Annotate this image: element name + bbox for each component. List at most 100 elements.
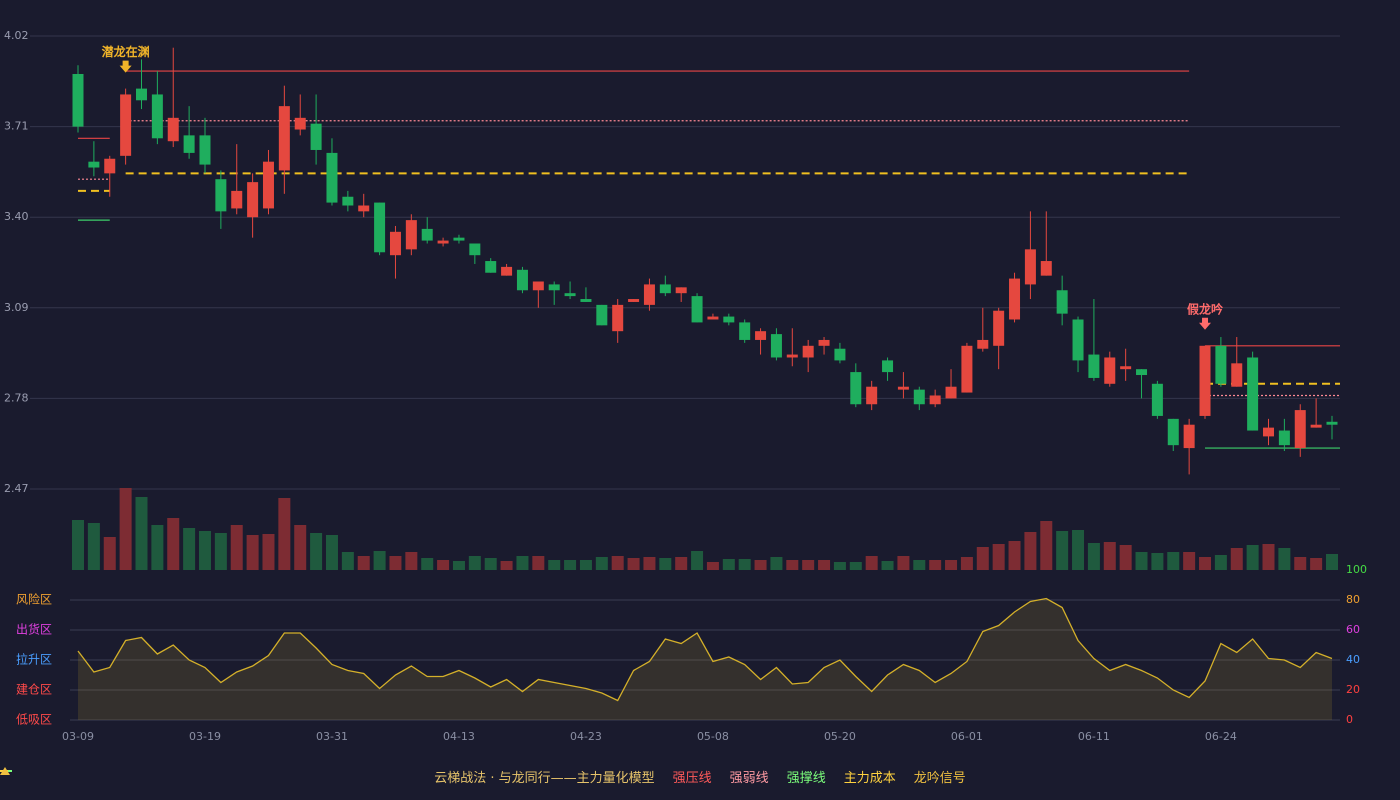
candle-body (405, 220, 417, 250)
volume-bar (1135, 552, 1148, 570)
y-tick-label: 2.47 (4, 482, 29, 495)
legend-label: 主力成本 (843, 770, 896, 786)
volume-bar (691, 551, 704, 570)
signal-arrow (119, 60, 132, 73)
candle-body (1136, 369, 1148, 376)
candle-body (1056, 290, 1068, 314)
y-tick-label: 3.40 (4, 210, 29, 223)
y-tick-label: 2.78 (4, 391, 29, 404)
candle-body (977, 339, 989, 349)
candle-body (278, 106, 290, 171)
volume-bar (706, 562, 719, 570)
volume-bar (1040, 521, 1053, 570)
volume-bar (87, 523, 100, 570)
y-tick-label: 4.02 (4, 29, 29, 42)
volume-bar (611, 556, 624, 570)
candle-body (310, 123, 322, 150)
volume-bar (1151, 553, 1164, 570)
volume-bar (294, 525, 307, 570)
candle-body (120, 94, 132, 156)
volume-bar (738, 559, 751, 570)
volume-bar (881, 561, 894, 570)
volume-bar (754, 560, 767, 570)
volume-bar (1087, 543, 1100, 570)
zone-label: 出货区 (16, 622, 52, 637)
candle-body (580, 299, 592, 302)
candle-body (1326, 421, 1338, 425)
candle-body (691, 296, 703, 323)
volume-bar (1294, 557, 1307, 570)
legend-label: 龙吟信号 (913, 770, 966, 786)
candle-body (247, 182, 259, 218)
legend-item: 强压线 (0, 767, 712, 786)
volume-bar (151, 525, 164, 570)
indicator-line (77, 597, 1333, 702)
volume-bar (976, 547, 989, 570)
candle-body (866, 386, 878, 405)
candle-body (374, 202, 386, 253)
candle-body (1183, 424, 1195, 449)
candle-body (707, 316, 719, 320)
candle-body (358, 205, 370, 212)
volume-bar (214, 533, 227, 570)
volume-bar (659, 558, 672, 570)
candle-body (199, 135, 211, 165)
volume-bar (675, 557, 688, 570)
candle-body (755, 331, 767, 340)
y-tick-label: 3.71 (4, 120, 29, 133)
candle-body (1040, 261, 1052, 276)
volume-bar (960, 557, 973, 570)
candle-body (850, 372, 862, 405)
candle-body (437, 240, 449, 244)
candle-body (802, 345, 814, 358)
volume-bar (802, 560, 815, 570)
legend: 云梯战法 · 与龙同行——主力量化模型 强压线 强弱线 强撑线 主力成本 龙吟信号 (0, 766, 1400, 786)
volume-bar (72, 520, 84, 570)
legend-label: 强撑线 (786, 770, 826, 786)
volume-bar (770, 557, 783, 570)
volume-bar (452, 561, 465, 570)
candle-body (342, 196, 354, 206)
indicator-tick-label: 80 (1346, 593, 1360, 606)
volume-bar (564, 560, 577, 570)
candle-body (215, 179, 227, 212)
volume-bar (135, 497, 148, 570)
signal-arrow (1199, 317, 1212, 330)
candle-body (1278, 430, 1290, 446)
volume-bar (1310, 558, 1323, 570)
volume-bar (183, 528, 196, 570)
volume-bar (929, 560, 942, 570)
volume-bar (468, 556, 481, 570)
candle-body (913, 389, 925, 405)
legend-label: 强压线 (672, 770, 712, 786)
volume-bar (913, 560, 926, 570)
candle-body (961, 345, 973, 393)
volume-bar (548, 560, 561, 570)
volume-bar (500, 561, 513, 570)
volume-bar (389, 556, 402, 570)
candle-body (1294, 410, 1306, 449)
candle-body (469, 243, 481, 256)
volume-bar (532, 556, 545, 570)
signal-label: 假龙吟 (1187, 301, 1223, 316)
candle-body (929, 395, 941, 405)
indicator-tick-label: 20 (1346, 683, 1360, 696)
volume-bar (1214, 555, 1227, 570)
candle-body (262, 161, 274, 209)
candle-body (993, 310, 1005, 346)
volume-bar (865, 556, 878, 570)
candle-body (88, 161, 100, 168)
candle-body (770, 334, 782, 358)
candle-body (1231, 363, 1243, 387)
legend-item: 强撑线 (0, 767, 826, 786)
x-tick-label: 03-31 (316, 730, 348, 743)
x-tick-label: 03-19 (189, 730, 221, 743)
candle-body (501, 266, 513, 276)
candle-body (596, 304, 608, 326)
indicator-tick-label: 0 (1346, 713, 1353, 726)
candle-body (834, 348, 846, 361)
volume-bar (833, 562, 846, 570)
indicator-tick-label: 100 (1346, 563, 1367, 576)
